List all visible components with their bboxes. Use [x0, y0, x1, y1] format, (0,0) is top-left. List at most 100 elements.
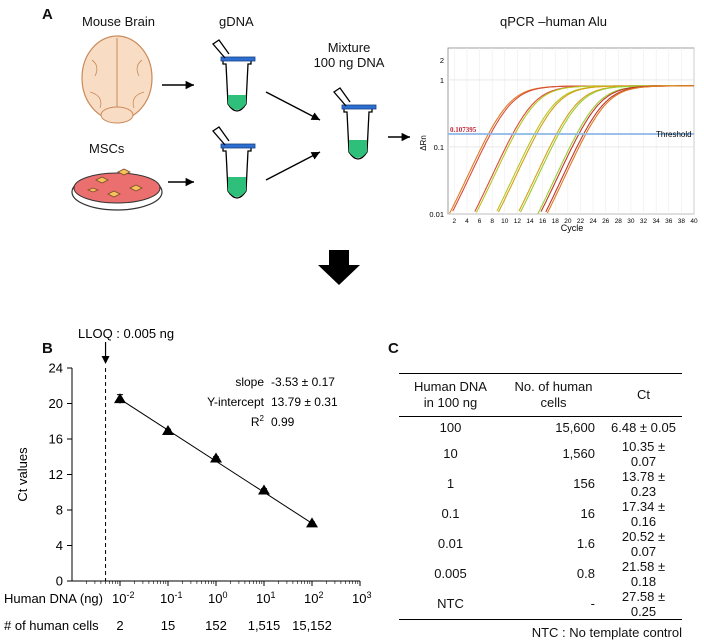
qpcr-x-tick-label: 18 — [552, 218, 560, 225]
gdna-tube-mscs-icon — [212, 126, 256, 199]
data-point-triangle — [162, 425, 174, 436]
qpcr-x-tick-label: 10 — [501, 218, 509, 225]
human-cells-value: 15,152 — [292, 618, 332, 633]
table-footnote: NTC : No template control — [531, 624, 682, 640]
lloq-arrow-head — [101, 356, 110, 364]
human-cells-row: 2 15 152 1,515 15,152 — [116, 618, 332, 633]
cell-no-of-cells: - — [502, 588, 605, 620]
x-axis-label: Human DNA (ng) — [4, 591, 103, 606]
table-row: 0.005 0.8 21.58 ± 0.18 — [399, 559, 682, 589]
standard-curve-chart: 0 4 8 12 16 20 24 10-2 10-1 100 101 102 103 slope -3… — [4, 326, 371, 633]
y-tick-label: 12 — [49, 467, 63, 482]
qpcr-x-label: Cycle — [561, 223, 584, 233]
y-tick-label: 24 — [49, 361, 63, 376]
cell-human-dna: 1 — [446, 476, 455, 491]
qpcr-x-tick-label: 26 — [602, 218, 610, 225]
x-tick-label: 101 — [256, 590, 275, 606]
qpcr-x-tick-label: 2 — [452, 218, 456, 225]
stat-value: 13.79 ± 0.31 — [271, 395, 338, 409]
data-point-triangle — [306, 517, 318, 528]
qpcr-x-tick-label: 12 — [514, 218, 522, 225]
data-point-triangle — [258, 484, 270, 495]
cell-human-dna: 10 — [443, 446, 458, 461]
stat-value: 0.99 — [271, 415, 295, 429]
gdna-label: gDNA — [219, 14, 254, 29]
ct-table-wrapper: Human DNA in 100 ng No. of human cells Ct … — [399, 373, 682, 640]
cell-ct: 27.58 ± 0.25 — [605, 588, 682, 620]
x-tick-label: 10-2 — [112, 590, 134, 606]
qpcr-y-tick-label: 0.01 — [429, 210, 444, 219]
cell-ct: 21.58 ± 0.18 — [621, 558, 666, 589]
cell-ct: 17.34 ± 0.16 — [621, 498, 666, 529]
y-axis-label: Ct values — [15, 447, 30, 502]
stat-value: -3.53 ± 0.17 — [271, 375, 335, 389]
table-row: 100 15,600 6.48 ± 0.05 — [399, 417, 682, 439]
y-tick-label: 20 — [49, 396, 63, 411]
mscs-label: MSCs — [89, 141, 125, 156]
cell-no-of-cells: 0.8 — [576, 566, 595, 581]
x-tick-label: 102 — [304, 590, 323, 606]
table-row: 10 1,560 10.35 ± 0.07 — [399, 439, 682, 469]
y-tick-label: 8 — [56, 503, 63, 518]
fit-stats: slope -3.53 ± 0.17 Y-intercept 13.79 ± 0.31… — [207, 375, 338, 429]
x-axis-ticks: 10-2 10-1 100 101 102 103 — [86, 581, 371, 606]
mixture-tube-icon — [333, 87, 377, 160]
qpcr-x-tick-label: 32 — [640, 218, 648, 225]
panel-c-letter: C — [388, 340, 399, 357]
qpcr-x-tick-label: 36 — [665, 218, 673, 225]
ct-table-header: Human DNA in 100 ng No. of human cells Ct — [399, 373, 682, 417]
cell-no-of-cells: 1.6 — [576, 536, 595, 551]
lloq-label: LLOQ : 0.005 ng — [78, 326, 174, 341]
data-points — [114, 393, 318, 528]
x-tick-label: 103 — [352, 590, 371, 606]
qpcr-amplification-curve — [546, 85, 694, 214]
data-point-triangle — [114, 393, 126, 404]
qpcr-x-tick-label: 4 — [465, 218, 469, 225]
threshold-label: Threshold — [656, 130, 692, 139]
qpcr-x-tick-label: 28 — [615, 218, 623, 225]
cell-no-of-cells: 16 — [580, 506, 595, 521]
mouse-brain-icon — [81, 35, 153, 124]
qpcr-x-tick-label: 20 — [564, 218, 572, 225]
header-no-of-cells: No. of human cells — [502, 373, 605, 417]
cell-ct: 20.52 ± 0.07 — [621, 528, 666, 559]
table-row: 0.01 1.6 20.52 ± 0.07 — [399, 529, 682, 559]
qpcr-x-tick-label: 14 — [526, 218, 534, 225]
cell-human-dna: 100 — [439, 420, 462, 436]
qpcr-y-tick-label: 2 — [440, 56, 444, 65]
ct-table: Human DNA in 100 ng No. of human cells Ct … — [399, 373, 682, 620]
cell-human-dna: 0.01 — [437, 536, 464, 551]
table-row: 1 156 13.78 ± 0.23 — [399, 469, 682, 499]
qpcr-x-tick-label: 34 — [653, 218, 661, 225]
human-cells-value: 1,515 — [248, 618, 281, 633]
cell-no-of-cells: 1,560 — [562, 446, 595, 461]
mixture-label-line2: 100 ng DNA — [313, 55, 385, 70]
table-row: NTC -27.58 ± 0.25 — [399, 588, 682, 620]
cell-human-dna: 0.1 — [441, 506, 460, 521]
qpcr-y-tick-label: 0.1 — [434, 143, 444, 152]
x-tick-label: 100 — [208, 590, 227, 606]
qpcr-x-tick-label: 6 — [478, 218, 482, 225]
qpcr-x-tick-label: 16 — [539, 218, 547, 225]
qpcr-x-tick-label: 8 — [490, 218, 494, 225]
header-human-dna: Human DNA in 100 ng — [399, 373, 502, 417]
panel-b-letter: B — [42, 340, 53, 357]
stat-label: Y-intercept — [207, 395, 265, 409]
gdna-tube-brain-icon — [212, 39, 256, 112]
qpcr-x-tick-label: 22 — [577, 218, 585, 225]
y-tick-label: 0 — [56, 574, 63, 589]
threshold-value: 0.107395 — [450, 126, 477, 134]
qpcr-amplification-plot: 0.107395 Threshold ΔRn Cycle 2 1 0.1 0.01 2… — [419, 47, 698, 233]
qpcr-y-tick-label: 1 — [440, 76, 444, 85]
x-tick-label: 10-1 — [160, 590, 182, 606]
mscs-dish-icon — [71, 168, 163, 211]
table-row: 0.1 16 17.34 ± 0.16 — [399, 499, 682, 529]
down-arrow-icon — [318, 250, 360, 285]
qpcr-x-tick-label: 38 — [678, 218, 686, 225]
qpcr-x-ticks: 2 4 6 8 10 12 14 16 18 20 22 24 26 28 30 32 34 36 38 40 — [452, 218, 698, 225]
qpcr-grid — [448, 48, 695, 215]
panel-a-illustration — [71, 35, 410, 285]
y-tick-label: 4 — [56, 538, 63, 553]
qpcr-x-tick-label: 40 — [690, 218, 698, 225]
human-cells-value: 15 — [161, 618, 175, 633]
